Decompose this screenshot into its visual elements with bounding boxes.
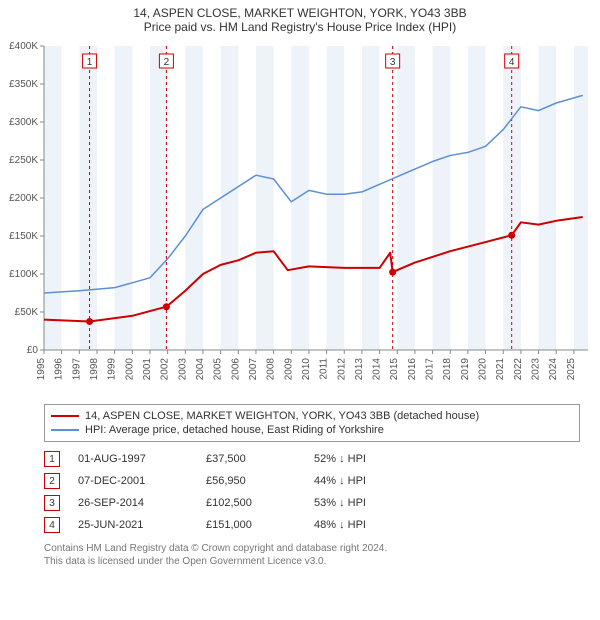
svg-text:1997: 1997: [71, 358, 82, 381]
svg-text:2017: 2017: [425, 358, 436, 381]
svg-text:2003: 2003: [177, 358, 188, 381]
event-row: 1 01-AUG-1997 £37,500 52% ↓ HPI: [44, 448, 580, 470]
svg-text:2: 2: [164, 57, 170, 68]
svg-text:2006: 2006: [230, 358, 241, 381]
svg-text:£400K: £400K: [9, 41, 38, 52]
svg-text:2008: 2008: [266, 358, 277, 381]
svg-text:2007: 2007: [248, 358, 259, 381]
event-price: £37,500: [206, 453, 296, 465]
chart-title-line1: 14, ASPEN CLOSE, MARKET WEIGHTON, YORK, …: [0, 6, 600, 20]
legend-label: 14, ASPEN CLOSE, MARKET WEIGHTON, YORK, …: [85, 410, 479, 422]
event-price: £56,950: [206, 475, 296, 487]
svg-text:£350K: £350K: [9, 79, 38, 90]
legend-label: HPI: Average price, detached house, East…: [85, 424, 384, 436]
event-delta: 53% ↓ HPI: [314, 497, 366, 509]
svg-text:2011: 2011: [319, 358, 330, 380]
svg-text:2004: 2004: [195, 358, 206, 381]
event-delta: 48% ↓ HPI: [314, 519, 366, 531]
footer-line2: This data is licensed under the Open Gov…: [44, 555, 580, 568]
svg-text:£250K: £250K: [9, 155, 38, 166]
event-number-badge: 3: [44, 495, 60, 511]
svg-text:£0: £0: [27, 345, 39, 356]
svg-text:2002: 2002: [160, 358, 171, 381]
svg-text:1998: 1998: [89, 358, 100, 381]
svg-text:1996: 1996: [54, 358, 65, 381]
legend-row: HPI: Average price, detached house, East…: [51, 423, 573, 437]
event-date: 01-AUG-1997: [78, 453, 188, 465]
svg-text:2000: 2000: [124, 358, 135, 381]
svg-text:2001: 2001: [142, 358, 153, 381]
legend-row: 14, ASPEN CLOSE, MARKET WEIGHTON, YORK, …: [51, 409, 573, 423]
legend-swatch: [51, 415, 79, 417]
chart-title-line2: Price paid vs. HM Land Registry's House …: [0, 20, 600, 34]
svg-text:2009: 2009: [283, 358, 294, 381]
svg-text:2020: 2020: [478, 358, 489, 381]
svg-text:3: 3: [390, 57, 396, 68]
svg-text:2014: 2014: [372, 358, 383, 381]
chart-area: £0 £50K £100K £150K £200K £250K £300K £350K £400…: [0, 38, 600, 398]
svg-text:2012: 2012: [336, 358, 347, 381]
svg-text:1: 1: [87, 57, 93, 68]
svg-text:1999: 1999: [107, 358, 118, 381]
svg-text:2023: 2023: [531, 358, 542, 381]
footer-attribution: Contains HM Land Registry data © Crown c…: [44, 542, 580, 568]
event-number-badge: 2: [44, 473, 60, 489]
event-row: 3 26-SEP-2014 £102,500 53% ↓ HPI: [44, 492, 580, 514]
svg-text:1995: 1995: [36, 358, 47, 381]
svg-text:£50K: £50K: [15, 307, 39, 318]
svg-text:2021: 2021: [495, 358, 506, 381]
event-delta: 44% ↓ HPI: [314, 475, 366, 487]
svg-text:4: 4: [509, 57, 515, 68]
svg-text:2005: 2005: [213, 358, 224, 381]
event-price: £151,000: [206, 519, 296, 531]
event-row: 2 07-DEC-2001 £56,950 44% ↓ HPI: [44, 470, 580, 492]
event-number-badge: 4: [44, 517, 60, 533]
svg-text:2018: 2018: [442, 358, 453, 381]
svg-text:2015: 2015: [389, 358, 400, 381]
svg-text:2025: 2025: [566, 358, 577, 381]
legend-swatch: [51, 429, 79, 431]
legend: 14, ASPEN CLOSE, MARKET WEIGHTON, YORK, …: [44, 404, 580, 442]
event-price: £102,500: [206, 497, 296, 509]
svg-text:2024: 2024: [548, 358, 559, 381]
svg-text:2016: 2016: [407, 358, 418, 381]
svg-text:2022: 2022: [513, 358, 524, 381]
event-date: 25-JUN-2021: [78, 519, 188, 531]
event-delta: 52% ↓ HPI: [314, 453, 366, 465]
event-date: 26-SEP-2014: [78, 497, 188, 509]
svg-text:£200K: £200K: [9, 193, 38, 204]
event-date: 07-DEC-2001: [78, 475, 188, 487]
svg-text:2010: 2010: [301, 358, 312, 381]
event-number-badge: 1: [44, 451, 60, 467]
svg-text:£300K: £300K: [9, 117, 38, 128]
svg-text:£150K: £150K: [9, 231, 38, 242]
svg-text:2019: 2019: [460, 358, 471, 381]
svg-text:2013: 2013: [354, 358, 365, 381]
footer-line1: Contains HM Land Registry data © Crown c…: [44, 542, 580, 555]
events-table: 1 01-AUG-1997 £37,500 52% ↓ HPI 2 07-DEC-2001…: [44, 448, 580, 536]
event-row: 4 25-JUN-2021 £151,000 48% ↓ HPI: [44, 514, 580, 536]
svg-text:£100K: £100K: [9, 269, 38, 280]
line-chart-svg: £0 £50K £100K £150K £200K £250K £300K £350K £400…: [0, 38, 600, 398]
